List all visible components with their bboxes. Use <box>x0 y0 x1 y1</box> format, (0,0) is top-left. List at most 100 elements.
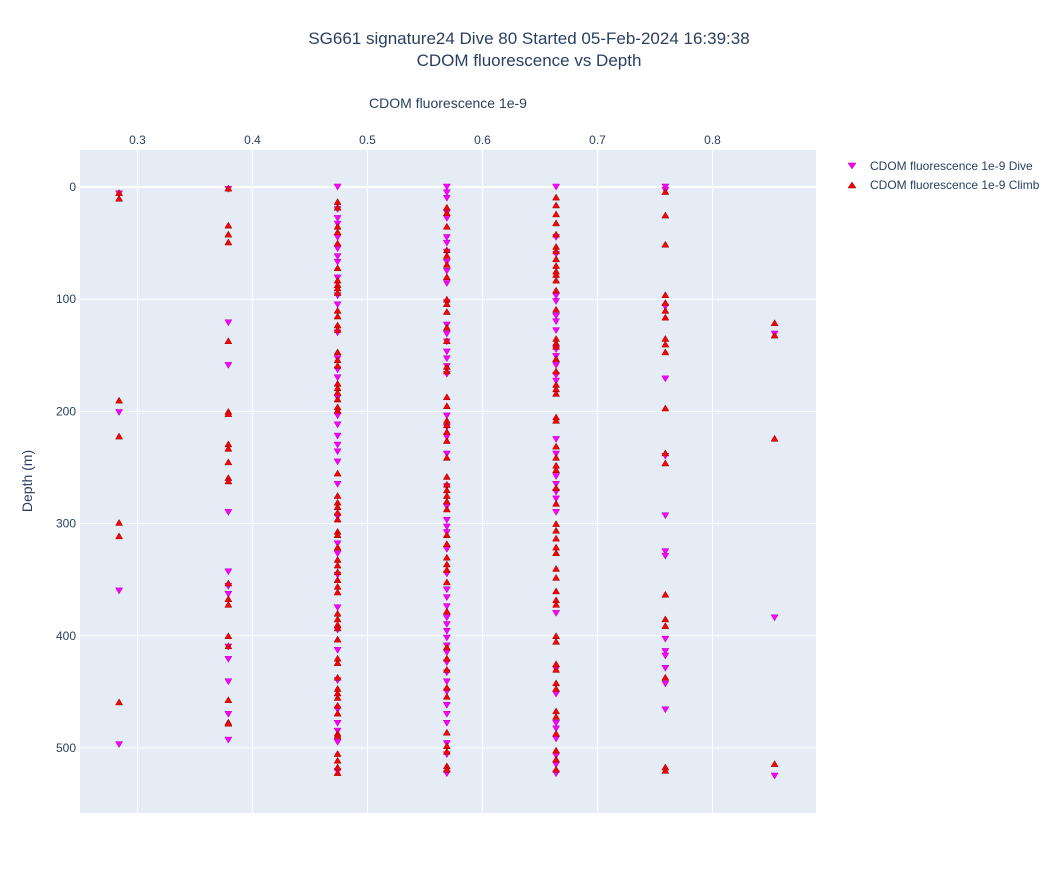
legend: CDOM fluorescence 1e-9 Dive CDOM fluores… <box>842 156 1039 194</box>
climb-point <box>442 540 451 548</box>
climb-point <box>442 765 451 773</box>
dive-point <box>442 355 451 363</box>
climb-point <box>224 696 233 703</box>
climb-point <box>661 188 670 195</box>
dive-point <box>224 319 233 327</box>
climb-point <box>333 769 342 776</box>
climb-point <box>552 416 561 424</box>
dive-point <box>224 736 233 744</box>
climb-point <box>552 286 561 294</box>
dive-point <box>442 586 451 594</box>
climb-point <box>552 355 561 362</box>
climb-point <box>224 221 233 229</box>
climb-point <box>442 300 451 307</box>
climb-point <box>333 709 342 717</box>
dive-point <box>333 481 342 488</box>
chart-subtitle: CDOM fluorescence vs Depth <box>416 51 642 70</box>
climb-point <box>224 632 233 640</box>
chart-title: SG661 signature24 Dive 80 Started 05-Feb… <box>308 29 750 48</box>
x-axis-ticks: 0.3 0.4 0.5 0.6 0.7 0.8 <box>129 133 721 147</box>
climb-point <box>770 760 779 767</box>
climb-point <box>333 693 342 701</box>
climb-point <box>552 526 561 534</box>
x-tick-label: 0.7 <box>589 133 606 147</box>
climb-point <box>333 348 342 356</box>
legend-item-climb[interactable]: CDOM fluorescence 1e-9 Climb <box>842 175 1039 194</box>
climb-point <box>442 367 451 375</box>
climb-point <box>224 477 233 485</box>
climb-point <box>552 549 561 556</box>
climb-point <box>442 683 451 691</box>
y-tick-label: 500 <box>56 741 76 755</box>
climb-point <box>333 492 342 499</box>
dive-point <box>442 711 451 718</box>
climb-point <box>442 209 451 217</box>
dive-point <box>333 458 342 466</box>
climb-point <box>224 230 233 238</box>
climb-point <box>552 230 561 238</box>
climb-point <box>552 342 561 350</box>
climb-point <box>224 579 233 587</box>
climb-point <box>552 276 561 284</box>
dive-point <box>333 550 342 558</box>
climb-point <box>661 291 670 298</box>
dive-point <box>661 183 670 191</box>
climb-point <box>442 654 451 662</box>
dive-point <box>442 234 451 241</box>
dive-point <box>552 318 561 326</box>
y-tick-label: 0 <box>69 180 76 194</box>
x-tick-label: 0.5 <box>359 133 376 147</box>
climb-point <box>442 453 451 461</box>
dive-point <box>442 621 451 629</box>
climb-point <box>661 590 670 598</box>
dive-point <box>442 628 451 635</box>
climb-point <box>333 543 342 551</box>
dive-point <box>333 258 342 266</box>
dive-point <box>224 362 233 369</box>
dive-point <box>442 280 451 287</box>
climb-point <box>115 194 124 202</box>
climb-point <box>661 459 670 467</box>
climb-point <box>552 484 561 491</box>
triangle-down-icon <box>847 162 857 169</box>
climb-point <box>552 587 561 595</box>
climb-point <box>333 624 342 632</box>
climb-point <box>333 576 342 583</box>
climb-point <box>661 313 670 321</box>
dive-point <box>552 327 561 335</box>
climb-point <box>224 184 233 192</box>
dive-point <box>442 523 451 531</box>
climb-point <box>552 219 561 227</box>
dive-point <box>661 652 670 660</box>
climb-point <box>224 337 233 344</box>
dive-point <box>442 189 451 197</box>
climb-point <box>442 337 451 344</box>
climb-point <box>333 515 342 523</box>
climb-point <box>770 319 779 327</box>
climb-point <box>661 340 670 348</box>
dive-point <box>442 634 451 642</box>
dive-point <box>333 441 342 449</box>
climb-point <box>333 635 342 643</box>
climb-point <box>770 331 779 339</box>
climb-point <box>442 260 451 268</box>
climb-point <box>442 665 451 673</box>
climb-point <box>224 238 233 246</box>
climb-point <box>442 692 451 700</box>
dive-point <box>661 665 670 672</box>
climb-point <box>552 255 561 263</box>
climb-point <box>333 361 342 369</box>
dive-point <box>333 739 342 746</box>
climb-point <box>552 684 561 692</box>
climb-point <box>661 673 670 681</box>
climb-point <box>552 389 561 397</box>
climb-point <box>552 520 561 527</box>
legend-item-dive[interactable]: CDOM fluorescence 1e-9 Dive <box>842 156 1039 175</box>
climb-point <box>115 532 124 540</box>
climb-point <box>552 573 561 581</box>
dive-point <box>661 512 670 520</box>
climb-point <box>442 402 451 410</box>
dive-point <box>333 604 342 612</box>
climb-point <box>442 393 451 401</box>
climb-point <box>442 472 451 480</box>
